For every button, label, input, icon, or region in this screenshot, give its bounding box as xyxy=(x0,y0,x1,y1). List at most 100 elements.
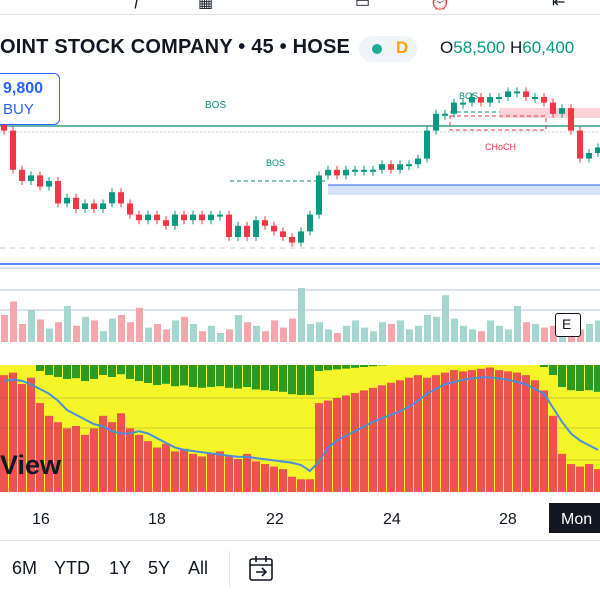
oscillator-bar xyxy=(117,413,125,492)
calendar-goto-icon[interactable] xyxy=(248,554,276,584)
candle-body xyxy=(127,203,133,215)
candle-body xyxy=(559,108,565,114)
candle-body xyxy=(325,169,331,176)
oscillator-bar-green xyxy=(540,365,548,367)
oscillator-bar-green xyxy=(549,365,557,375)
volume-bar xyxy=(82,316,89,342)
candle-body xyxy=(244,225,250,237)
oscillator-bar xyxy=(279,469,287,492)
oscillator-bar xyxy=(387,382,395,492)
candle-body xyxy=(46,181,52,187)
candle-body xyxy=(217,214,223,217)
volume-bar xyxy=(370,331,377,342)
oscillator-bar-green xyxy=(333,365,341,370)
candle-body xyxy=(316,175,322,215)
volume-bar xyxy=(1,315,8,342)
candle-body xyxy=(595,147,600,153)
oscillator-bar-green xyxy=(90,365,98,379)
oscillator-bar-green xyxy=(225,365,233,388)
oscillator-bar xyxy=(576,466,584,492)
range-ytd-button[interactable]: YTD xyxy=(54,558,90,578)
volume-bar xyxy=(217,333,224,342)
range-all-button[interactable]: All xyxy=(188,558,209,578)
oscillator-bar-green xyxy=(270,365,278,391)
oscillator-bar xyxy=(9,372,17,492)
earnings-button[interactable]: E xyxy=(555,313,581,337)
oscillator-bar xyxy=(270,466,278,492)
bottom-bar-separator xyxy=(0,540,600,541)
volume-bar xyxy=(361,327,368,342)
volume-bar xyxy=(37,319,44,342)
candle-body xyxy=(118,192,124,204)
oscillator-bar xyxy=(405,377,413,492)
symbol-title[interactable]: OINT STOCK COMPANY • 45 • HOSE xyxy=(0,36,351,58)
candle-body xyxy=(226,214,232,237)
candle-body xyxy=(487,97,493,103)
buy-price-box[interactable]: 9,800 BUY xyxy=(0,73,60,125)
oscillator-bar-green xyxy=(72,365,80,379)
alert-icon[interactable]: ⏰ xyxy=(430,0,450,11)
oscillator-bar xyxy=(144,441,152,492)
oscillator-bar xyxy=(297,479,305,492)
template-icon[interactable]: ▭ xyxy=(355,0,371,11)
volume-bar xyxy=(334,333,341,342)
layout-icon[interactable]: ▦ xyxy=(198,0,214,11)
choch-box xyxy=(449,115,547,131)
range-separator xyxy=(229,551,230,587)
candle-body xyxy=(1,125,7,131)
bos-label-3: BOS xyxy=(459,91,478,101)
volume-bar xyxy=(91,320,98,342)
oscillator-bar xyxy=(333,398,341,492)
candle-body xyxy=(163,220,169,226)
demand-zone xyxy=(328,185,600,195)
oscillator-bar-green xyxy=(99,365,107,375)
oscillator-bar xyxy=(216,451,224,492)
oscillator-bar xyxy=(198,456,206,492)
range-6m-button[interactable]: 6M xyxy=(12,558,38,578)
oscillator-bar xyxy=(531,380,539,492)
bos-label-2: BOS xyxy=(266,158,285,168)
oscillator-bar xyxy=(243,453,251,492)
candle-body xyxy=(352,169,358,172)
x-label-22: 22 xyxy=(266,511,284,528)
oscillator-bar xyxy=(360,390,368,492)
volume-bar xyxy=(127,322,134,342)
oscillator-bar xyxy=(441,372,449,492)
x-label-18: 18 xyxy=(148,511,166,528)
oscillator-bar xyxy=(468,370,476,492)
bos-label-1: BOS xyxy=(205,100,226,111)
candle-body xyxy=(298,231,304,243)
candle-body xyxy=(514,91,520,94)
volume-bar xyxy=(379,322,386,342)
oscillator-bar-green xyxy=(216,365,224,387)
oscillator-bar xyxy=(486,367,494,492)
candle-body xyxy=(370,169,376,172)
replay-icon[interactable]: ⇤ xyxy=(552,0,566,11)
volume-bar xyxy=(532,324,539,342)
candle-body xyxy=(64,197,70,204)
candle-body xyxy=(460,102,466,105)
oscillator-bar-green xyxy=(297,365,305,395)
candle-body xyxy=(433,113,439,131)
candle-body xyxy=(523,91,529,97)
volume-bar xyxy=(523,322,530,342)
candle-body xyxy=(91,203,97,209)
oscillator-bar xyxy=(378,385,386,492)
oscillator-bar-green xyxy=(162,365,170,384)
oscillator-bar-green xyxy=(252,365,260,390)
oscillator-bar-green xyxy=(36,365,44,371)
oscillator-bar xyxy=(225,456,233,492)
oscillator-bar xyxy=(549,415,557,492)
market-status-pill[interactable] xyxy=(359,36,417,62)
oscillator-bar xyxy=(351,392,359,492)
oscillator-bar-green xyxy=(279,365,287,392)
candle-body xyxy=(289,237,295,243)
indicators-icon[interactable]: ƒ xyxy=(133,0,142,9)
candle-body xyxy=(199,214,205,221)
range-1y-button[interactable]: 1Y xyxy=(109,558,132,578)
candle-body xyxy=(307,214,313,232)
oscillator-bar-green xyxy=(189,365,197,387)
oscillator-bar xyxy=(459,371,467,492)
range-5y-button[interactable]: 5Y xyxy=(148,558,171,578)
